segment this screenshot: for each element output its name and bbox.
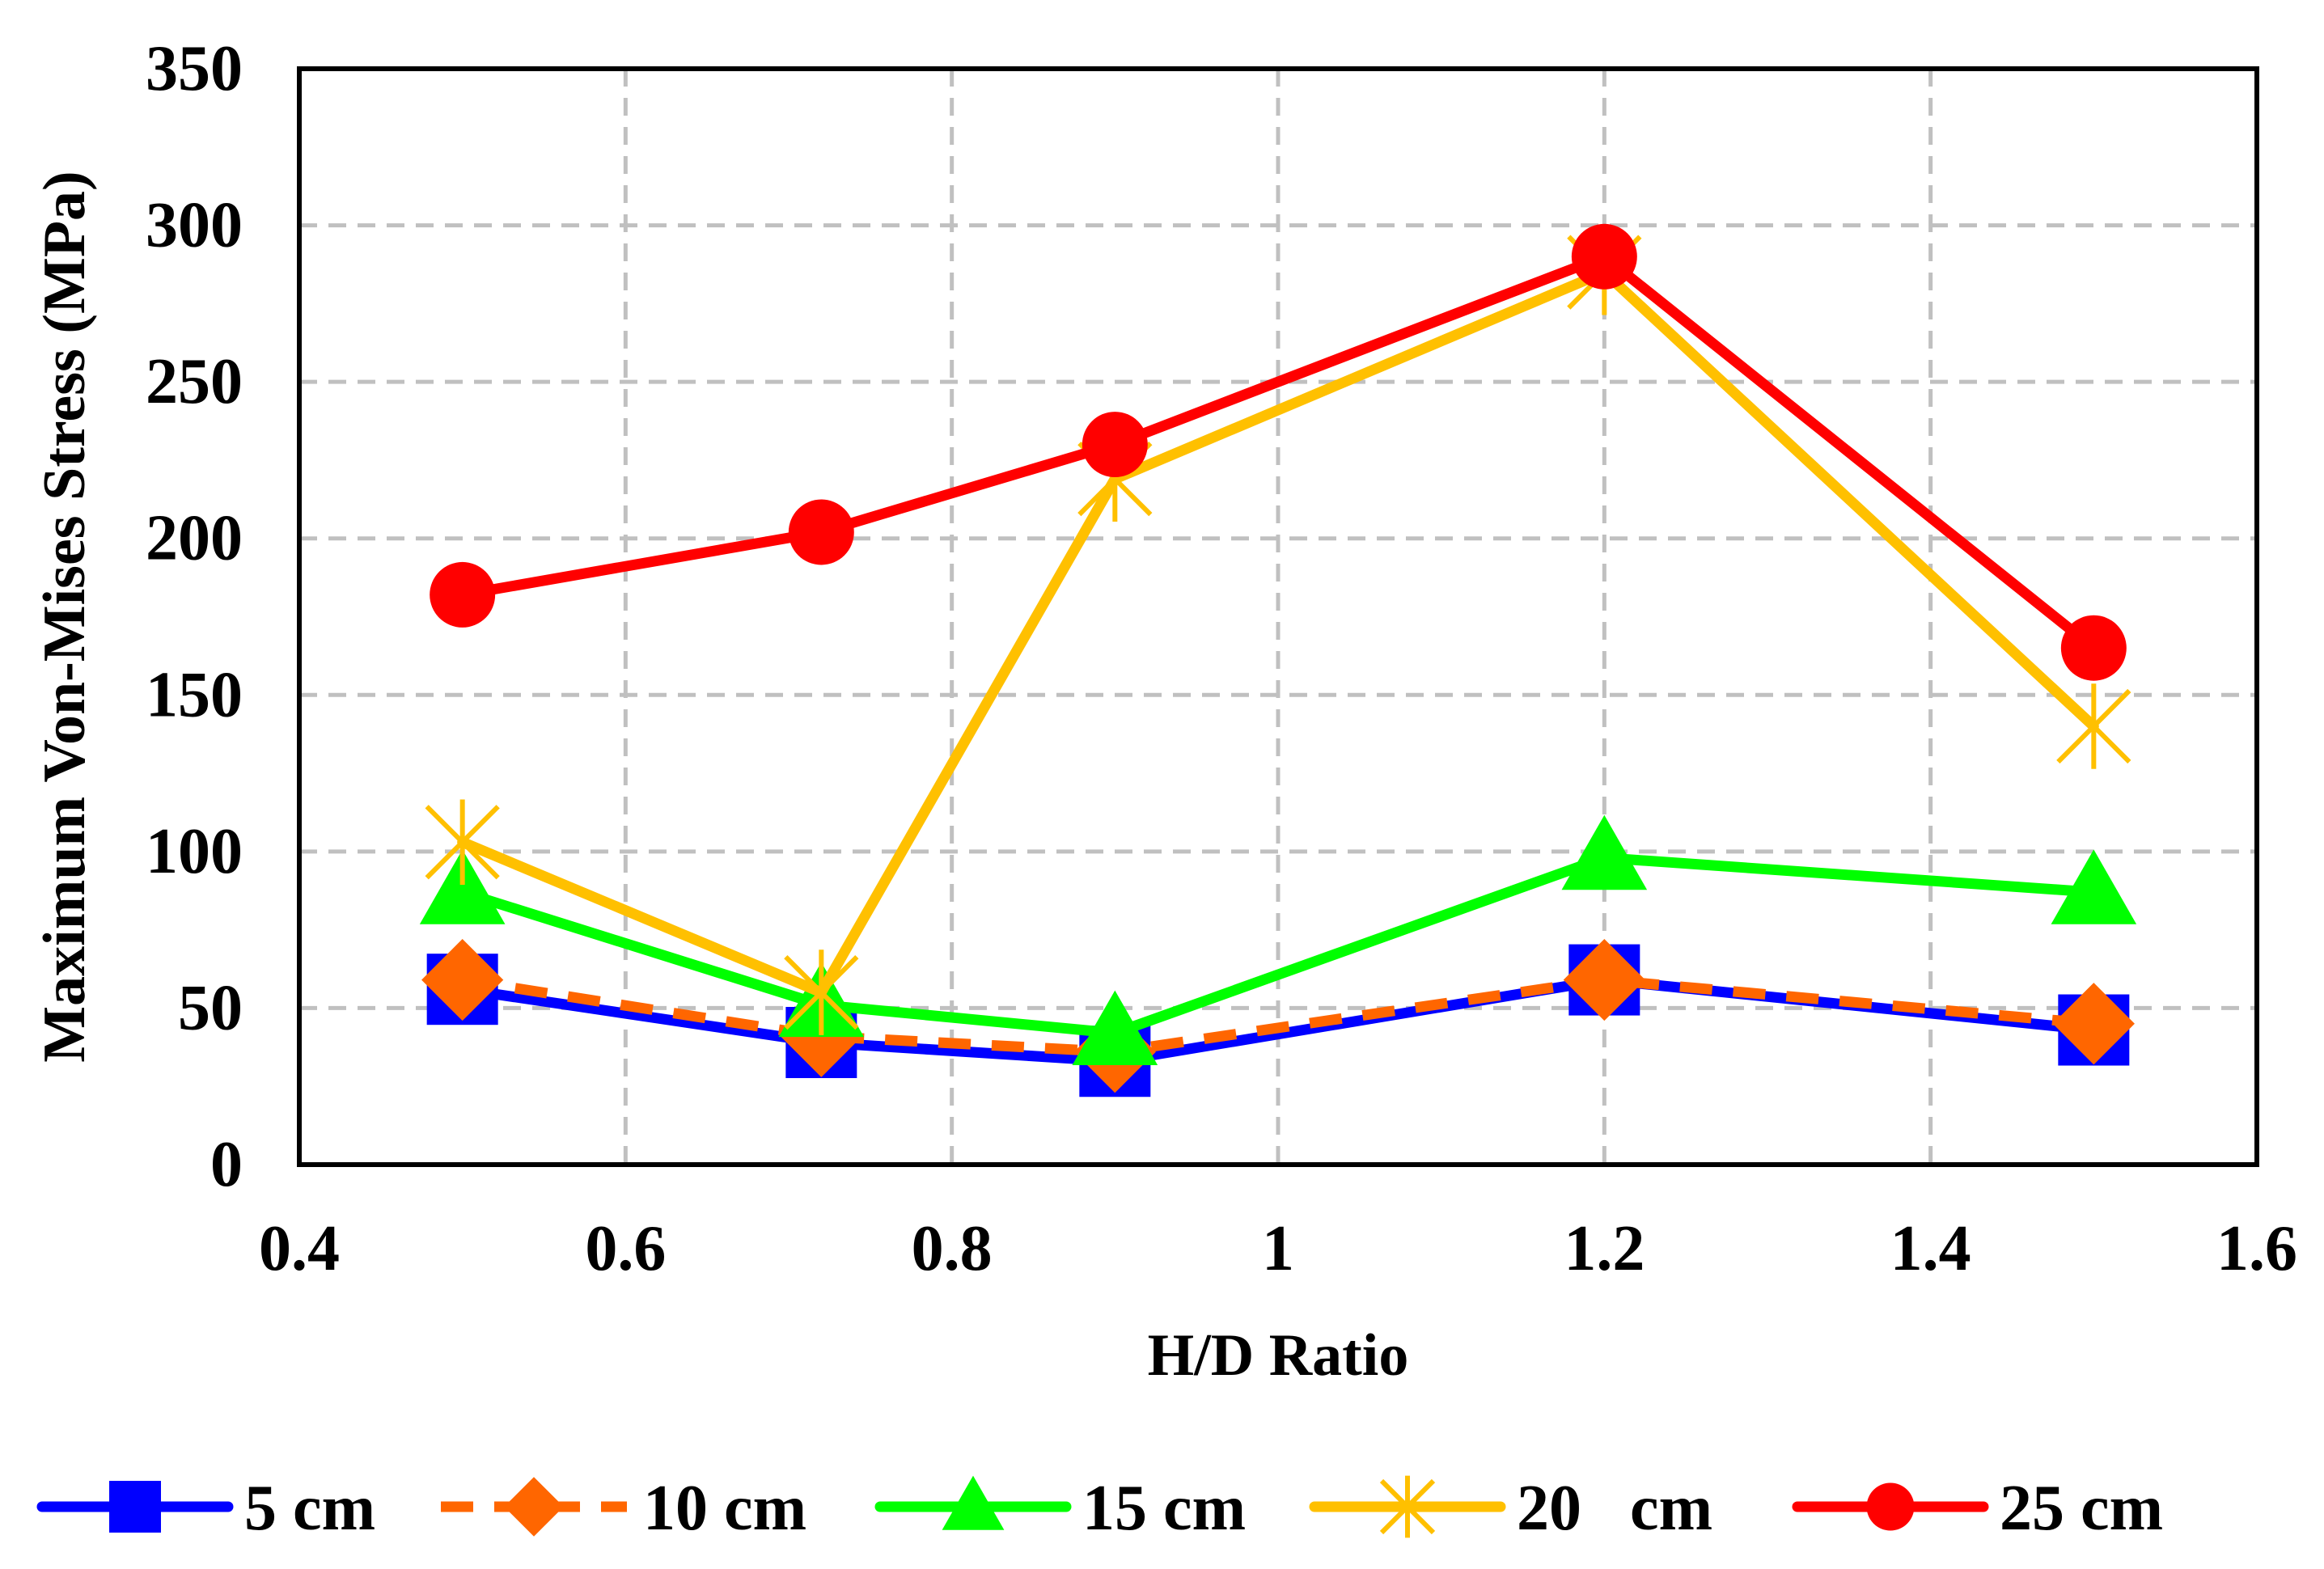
- data-point-star: [784, 949, 859, 1035]
- x-tick-label: 1.2: [1564, 1213, 1645, 1284]
- x-axis-title: H/D Ratio: [1148, 1322, 1409, 1389]
- legend-label: 5 cm: [244, 1473, 375, 1544]
- x-tick-label: 1.6: [2216, 1213, 2297, 1284]
- y-tick-label: 100: [146, 816, 243, 887]
- legend: 5 cm 10 cm 15 cm 20 cm 25 cm: [36, 1473, 2163, 1544]
- series-25-cm: [430, 223, 2127, 681]
- series-group: [419, 223, 2137, 1097]
- data-point-circle: [1866, 1482, 1915, 1531]
- x-tick-label: 0.8: [912, 1213, 993, 1284]
- y-tick-label: 250: [146, 346, 243, 417]
- series-15-cm: [419, 814, 2137, 1065]
- data-point-circle: [430, 561, 496, 628]
- legend-label: 15 cm: [1082, 1473, 1246, 1544]
- data-point-circle: [1082, 412, 1148, 478]
- data-point-triangle: [2051, 849, 2137, 924]
- y-axis-title: Maximum Von-Mises Stress (MPa): [32, 171, 98, 1062]
- x-tick-label: 1.4: [1890, 1213, 1971, 1284]
- series-line: [457, 975, 2099, 1067]
- data-point-diamond: [1563, 938, 1645, 1021]
- data-point-diamond: [2052, 983, 2135, 1065]
- data-point-circle: [788, 499, 854, 565]
- legend-item: 25 cm: [1792, 1473, 2163, 1544]
- x-axis-tick-labels: 0.4 0.6 0.8 1 1.2 1.4 1.6: [259, 1213, 2297, 1284]
- y-axis-tick-labels: 0 50 100 150 200 250 300 350: [146, 33, 243, 1200]
- x-tick-label: 0.6: [585, 1213, 666, 1284]
- data-point-star: [1379, 1475, 1436, 1538]
- data-point-diamond: [504, 1477, 564, 1537]
- data-point-diamond: [421, 938, 504, 1021]
- y-tick-label: 350: [146, 33, 243, 104]
- legend-label: 25 cm: [2000, 1473, 2163, 1544]
- legend-item: 5 cm: [36, 1473, 375, 1544]
- legend-item: 15 cm: [874, 1473, 1246, 1544]
- data-point-star: [425, 799, 500, 886]
- data-point-square: [109, 1481, 161, 1533]
- y-tick-label: 0: [210, 1129, 243, 1200]
- data-point-triangle: [1561, 814, 1648, 890]
- data-point-circle: [2060, 615, 2127, 681]
- data-point-triangle: [942, 1475, 1005, 1530]
- legend-item: 20 cm: [1309, 1473, 1712, 1544]
- x-tick-label: 1: [1262, 1213, 1294, 1284]
- legend-label: 10 cm: [643, 1473, 806, 1544]
- legend-item: 10 cm: [441, 1473, 806, 1544]
- y-tick-label: 50: [178, 972, 243, 1043]
- y-tick-label: 200: [146, 503, 243, 574]
- legend-label: 20 cm: [1517, 1473, 1712, 1544]
- data-point-circle: [1571, 223, 1637, 290]
- x-tick-label: 0.4: [259, 1213, 340, 1284]
- data-point-triangle: [419, 849, 506, 924]
- plot-area-frame: [297, 66, 2259, 1167]
- data-point-star: [2056, 683, 2131, 769]
- y-tick-label: 300: [146, 190, 243, 261]
- data-point-triangle: [1072, 990, 1158, 1065]
- y-tick-label: 150: [146, 659, 243, 730]
